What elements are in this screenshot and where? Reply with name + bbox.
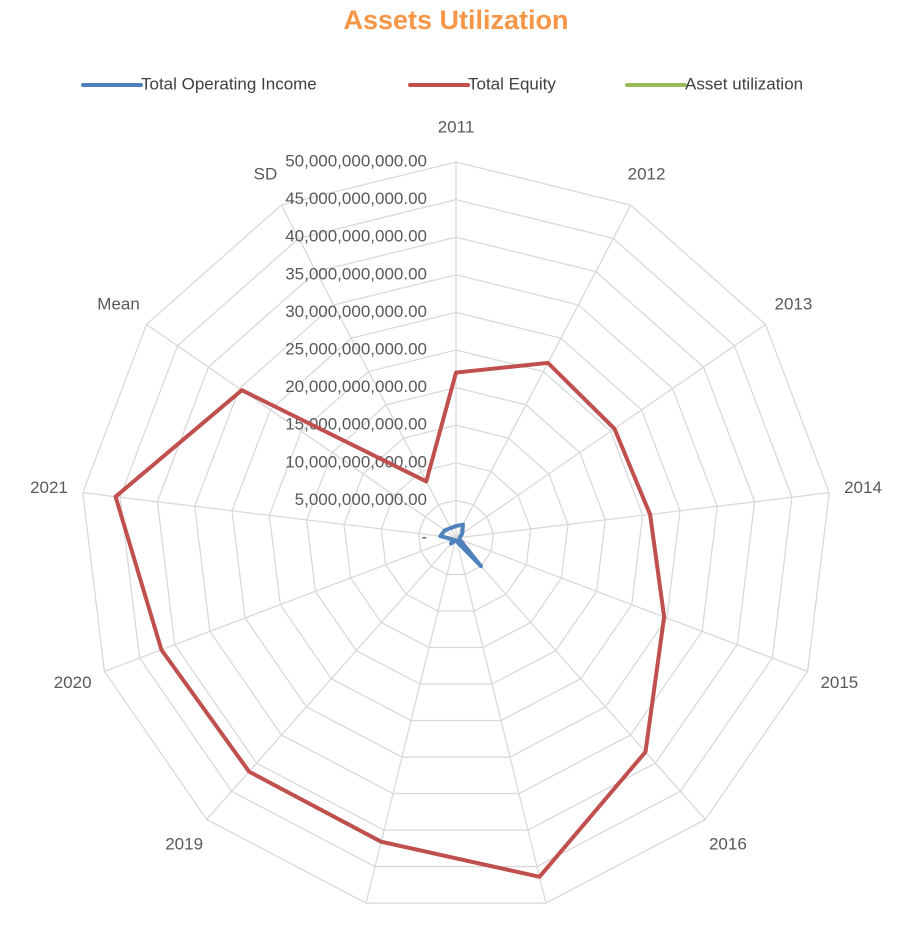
category-label: SD (254, 164, 278, 183)
spoke (455, 537, 547, 904)
y-tick-label: 20,000,000,000.00 (285, 377, 427, 396)
y-tick-label: 45,000,000,000.00 (285, 189, 427, 208)
category-label: 2012 (628, 164, 666, 183)
grid-ring (268, 349, 644, 722)
y-tick-label: 35,000,000,000.00 (285, 264, 427, 283)
grid-ring (306, 386, 606, 685)
spoke (455, 537, 808, 672)
spoke (206, 537, 457, 820)
spoke (455, 537, 706, 820)
series-line (113, 360, 667, 879)
grid-ring (82, 161, 830, 904)
legend-label: Total Equity (468, 74, 556, 93)
category-label: 2011 (438, 117, 475, 136)
category-label: 2021 (30, 478, 68, 497)
grid-ring (194, 274, 718, 795)
legend-label: Total Operating Income (141, 74, 317, 93)
grid-ring (380, 462, 532, 612)
y-tick-label: - (421, 527, 427, 546)
category-label: 2014 (844, 478, 882, 497)
series-line (438, 522, 483, 569)
chart-title: Assets Utilization (343, 5, 568, 35)
spoke (280, 204, 457, 539)
y-tick-label: 50,000,000,000.00 (285, 151, 427, 170)
category-label: 2020 (54, 673, 92, 692)
grid-ring (343, 424, 569, 649)
spoke (455, 204, 632, 539)
y-tick-label: 5,000,000,000.00 (295, 490, 427, 509)
spoke (82, 492, 457, 539)
legend-label: Asset utilization (685, 74, 803, 93)
category-label: 2015 (820, 673, 858, 692)
grid-ring (156, 236, 756, 831)
grid-ring (418, 499, 494, 576)
y-tick-label: 10,000,000,000.00 (285, 452, 427, 471)
category-label: 2019 (165, 834, 203, 853)
y-tick-label: 40,000,000,000.00 (285, 227, 427, 246)
grid-ring (231, 311, 681, 758)
spoke (455, 492, 830, 539)
spoke (455, 323, 766, 539)
category-label: Mean (97, 295, 140, 314)
grid-ring (119, 198, 793, 868)
category-label: 2013 (775, 295, 813, 314)
spoke (146, 323, 457, 539)
spoke (104, 537, 457, 672)
y-tick-label: 30,000,000,000.00 (285, 302, 427, 321)
category-label: 2016 (709, 834, 747, 853)
y-tick-label: 25,000,000,000.00 (285, 339, 427, 358)
